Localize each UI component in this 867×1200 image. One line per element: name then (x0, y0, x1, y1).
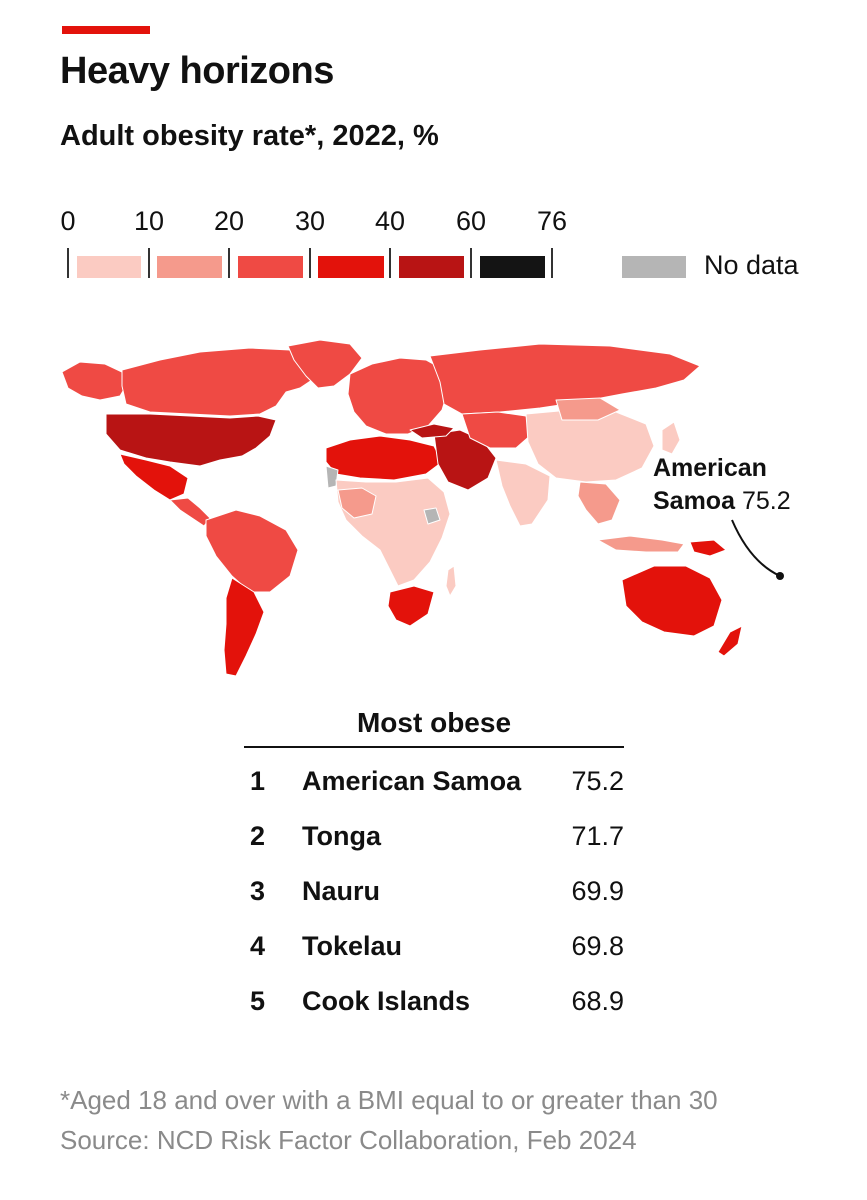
legend-swatch-30-40 (318, 256, 384, 278)
legend-tick-10: 10 (133, 206, 165, 236)
chart-subtitle: Adult obesity rate*, 2022, % (60, 120, 439, 152)
legend-tick-20: 20 (213, 206, 245, 236)
row-value: 75.2 (571, 766, 624, 796)
row-rank: 5 (250, 986, 266, 1016)
region-alaska (61, 361, 127, 401)
table-row: 1 American Samoa 75.2 (244, 754, 624, 809)
row-rank: 4 (250, 931, 266, 961)
annotation-name-line1: American (653, 454, 767, 482)
region-no-data-south-sudan (423, 507, 441, 525)
legend-tick-mark (228, 248, 230, 278)
region-canada (121, 347, 319, 417)
legend-swatch-no-data (622, 256, 686, 278)
region-japan (661, 421, 681, 455)
region-central-asia (461, 411, 533, 449)
row-country: Nauru (302, 876, 381, 906)
region-middle-east (433, 429, 497, 491)
table-row: 5 Cook Islands 68.9 (244, 974, 624, 1029)
row-value: 69.8 (571, 931, 624, 961)
legend-swatch-0-10 (77, 256, 141, 278)
row-rank: 2 (250, 821, 266, 851)
region-india (495, 459, 551, 527)
legend-tick-0: 0 (60, 206, 76, 236)
row-country: Cook Islands (302, 986, 471, 1016)
legend-tick-76: 76 (536, 206, 568, 236)
american-samoa-marker (776, 572, 784, 580)
region-south-america-north (205, 509, 299, 593)
region-north-africa (325, 435, 443, 481)
chart-title: Heavy horizons (60, 50, 334, 92)
row-value: 69.9 (571, 876, 624, 906)
region-indonesia (597, 535, 685, 553)
legend-tick-mark (551, 248, 553, 278)
region-central-america (169, 497, 211, 527)
annotation-value: 75.2 (741, 487, 791, 515)
legend-tick-mark (389, 248, 391, 278)
region-new-zealand (717, 625, 743, 657)
ranking-title: Most obese (356, 707, 512, 738)
legend-tick-40: 40 (374, 206, 406, 236)
region-southern-africa (387, 585, 435, 627)
row-country: Tokelau (302, 931, 403, 961)
region-usa (105, 413, 277, 467)
footnote-source: Source: NCD Risk Factor Collaboration, F… (60, 1125, 637, 1155)
row-country: Tonga (302, 821, 381, 851)
legend-swatch-60-76 (480, 256, 545, 278)
map-annotation-american-samoa: American Samoa 75.2 (653, 452, 791, 518)
legend-tick-mark (309, 248, 311, 278)
ranking-rule (244, 746, 624, 748)
region-greenland (287, 339, 363, 389)
region-mexico (119, 453, 189, 501)
region-china (525, 409, 655, 483)
region-mongolia (555, 397, 621, 421)
annotation-name-line2: Samoa (653, 487, 735, 515)
region-madagascar (445, 565, 457, 597)
footnote-definition: *Aged 18 and over with a BMI equal to or… (60, 1085, 718, 1115)
table-row: 3 Nauru 69.9 (244, 864, 624, 919)
color-legend: 0 10 20 30 40 60 76 No data (0, 200, 867, 290)
region-russia (429, 343, 701, 415)
region-papua (689, 539, 727, 557)
region-turkey (409, 423, 455, 439)
region-australia (621, 565, 723, 637)
legend-swatch-10-20 (157, 256, 222, 278)
annotation-leader-line (731, 519, 781, 577)
table-row: 2 Tonga 71.7 (244, 809, 624, 864)
region-west-africa (337, 487, 377, 519)
legend-no-data-label: No data (704, 250, 799, 280)
row-value: 71.7 (571, 821, 624, 851)
legend-tick-mark (148, 248, 150, 278)
legend-tick-mark (67, 248, 69, 278)
legend-tick-60: 60 (455, 206, 487, 236)
region-no-data-western-sahara (325, 465, 339, 489)
row-rank: 1 (250, 766, 266, 796)
row-value: 68.9 (571, 986, 624, 1016)
row-country: American Samoa (302, 766, 522, 796)
legend-swatch-40-60 (399, 256, 464, 278)
table-row: 4 Tokelau 69.8 (244, 919, 624, 974)
legend-tick-mark (470, 248, 472, 278)
region-south-america-south (223, 577, 265, 677)
world-choropleth-map (61, 339, 784, 677)
ranking-table: Most obese 1 American Samoa 75.2 2 Tonga… (244, 700, 624, 1029)
row-rank: 3 (250, 876, 266, 906)
legend-tick-30: 30 (294, 206, 326, 236)
footnote: *Aged 18 and over with a BMI equal to or… (60, 1080, 718, 1160)
brand-accent-bar (62, 26, 150, 34)
region-southeast-asia (577, 481, 621, 525)
region-europe (347, 357, 449, 435)
legend-swatch-20-30 (238, 256, 303, 278)
